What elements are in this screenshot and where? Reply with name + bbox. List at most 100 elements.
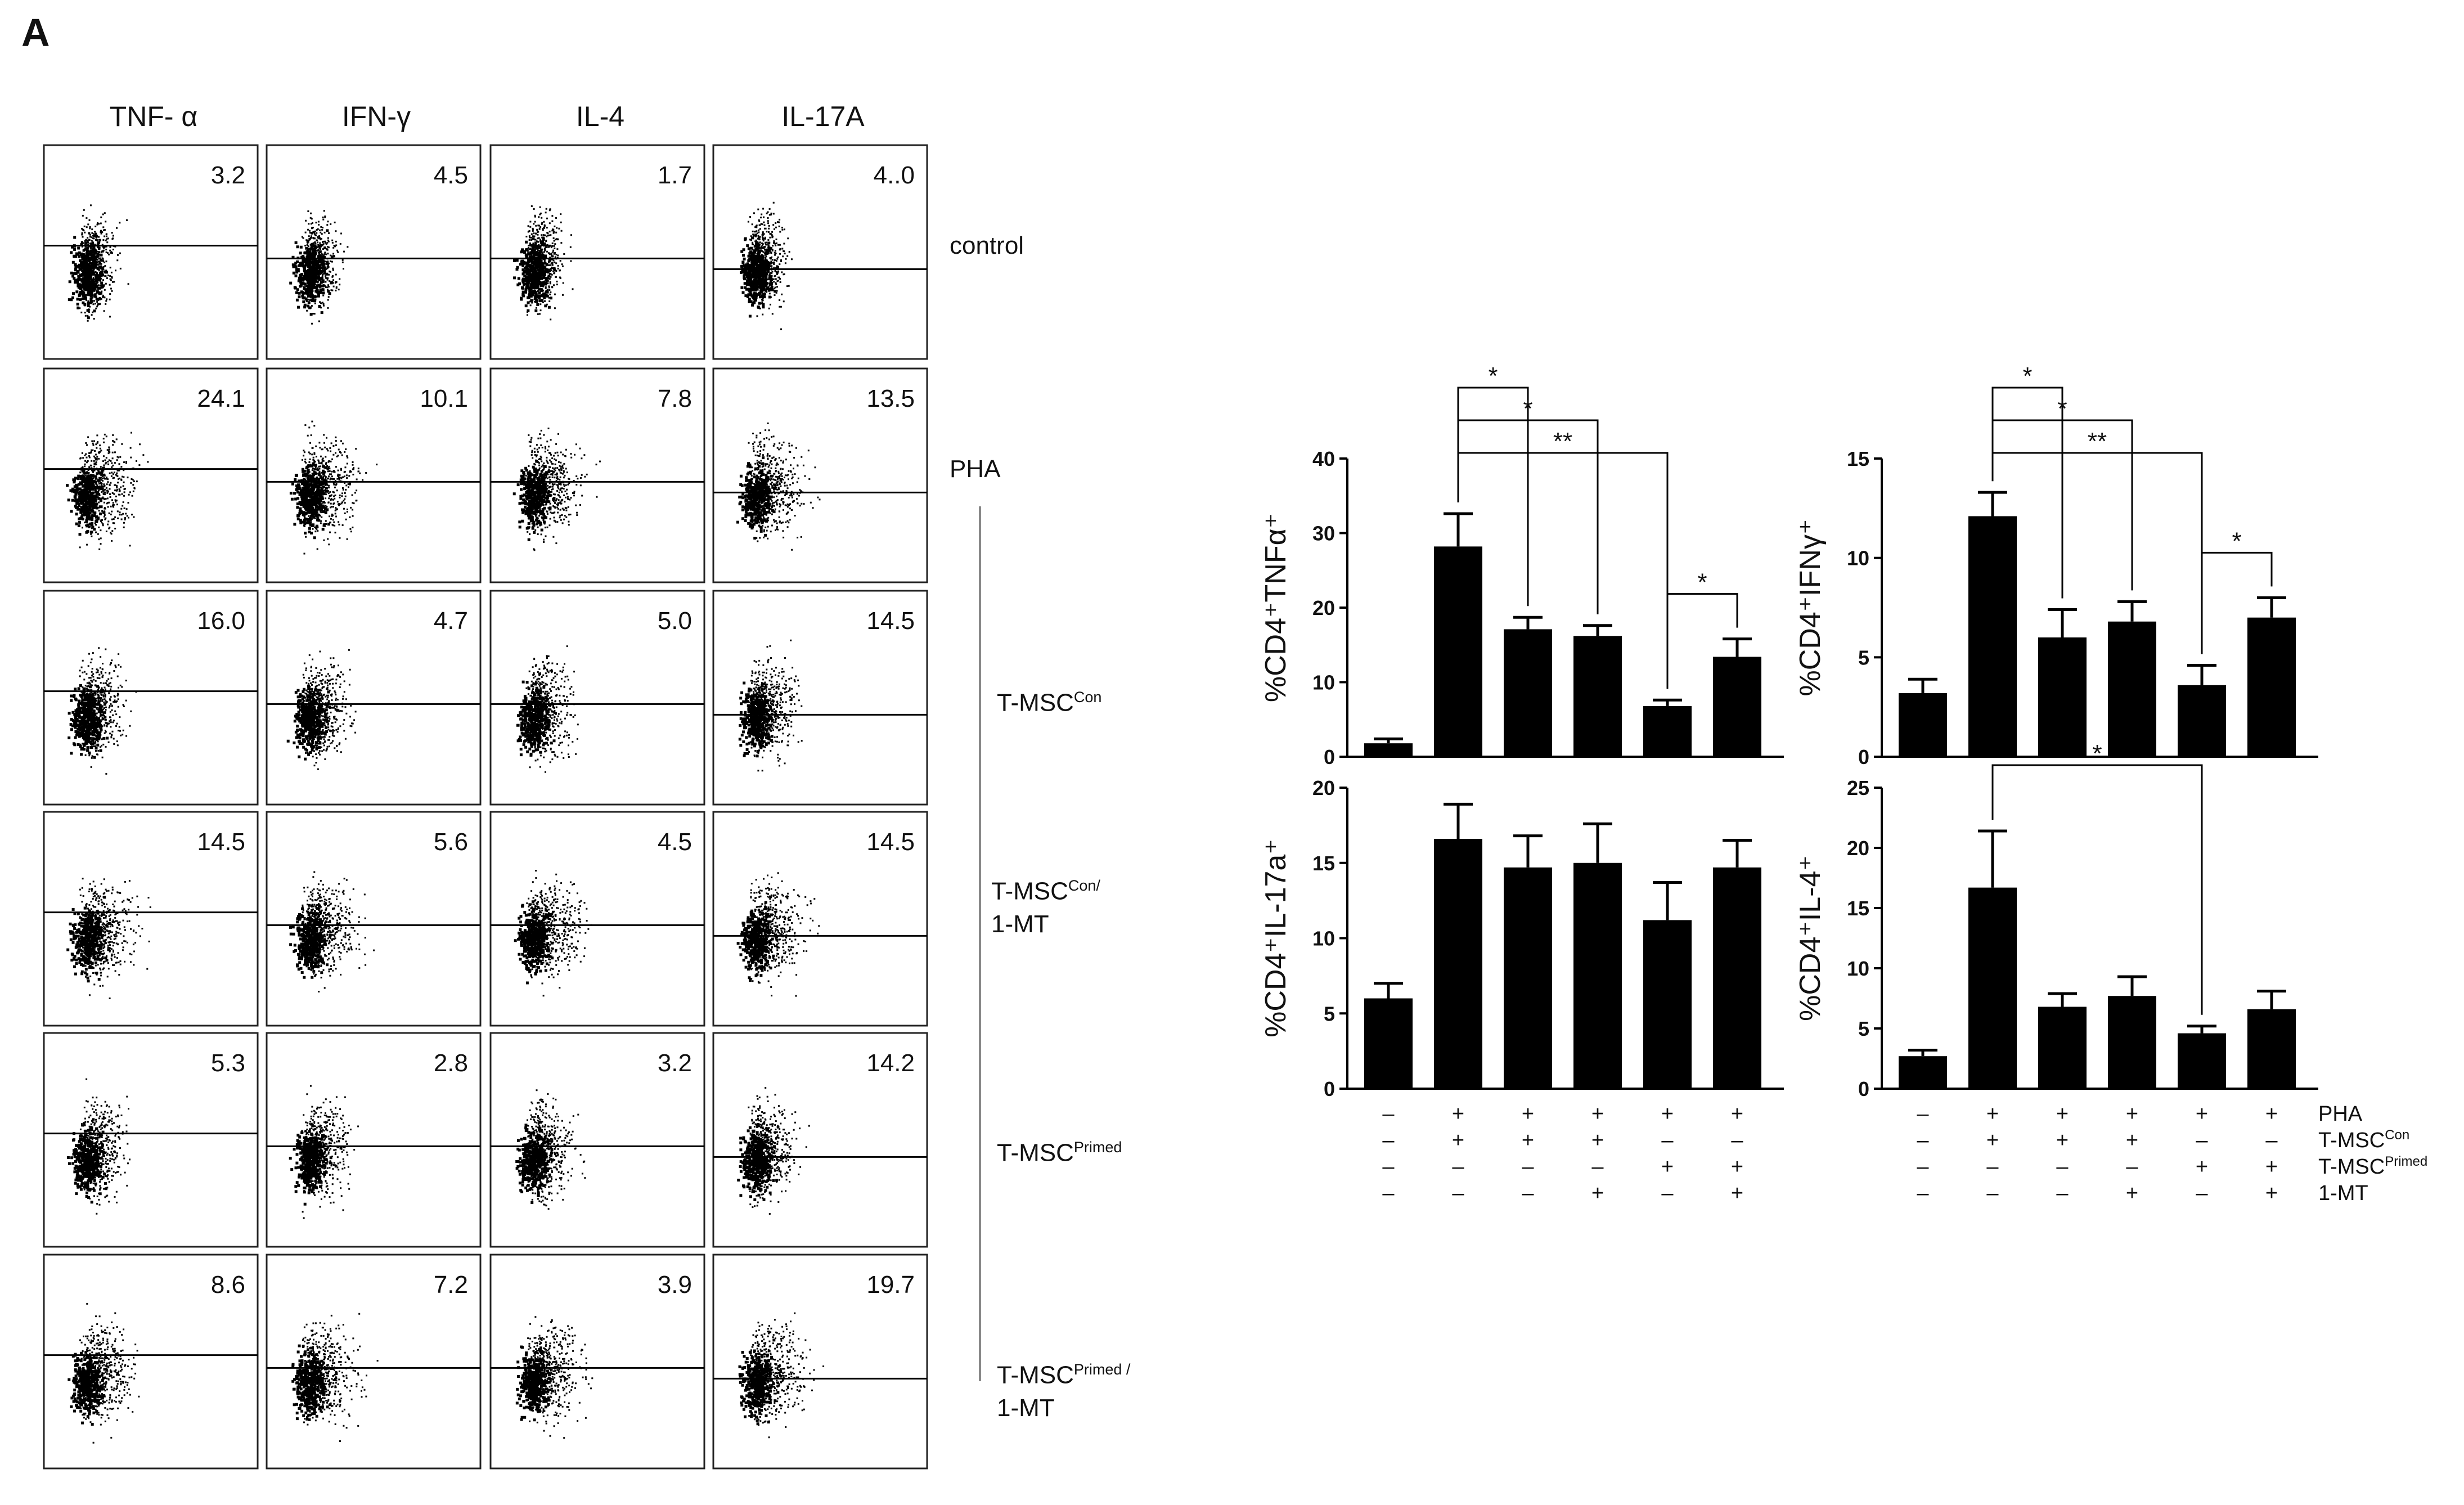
bar <box>2108 996 2156 1089</box>
flow-plot: 7.8 <box>489 367 705 583</box>
flow-value: 3.2 <box>211 161 245 189</box>
y-tick-label: 15 <box>1847 447 1869 470</box>
bar <box>2178 1033 2226 1089</box>
treatment-cell: + <box>1452 1129 1464 1152</box>
treatment-cell: – <box>1661 1129 1674 1152</box>
condition-label-primed-slash-sup: Primed / <box>1073 1361 1131 1378</box>
treatment-table: – + + + + + PHA– + + + – – T-MSCCon– – – – + + T-MSCPrimed… <box>1917 1102 2427 1205</box>
flow-value: 3.9 <box>658 1271 692 1299</box>
condition-label-tmsc-text: T-MSC <box>997 1361 1074 1389</box>
bar <box>2247 617 2296 757</box>
flow-value: 2.8 <box>434 1049 468 1077</box>
flow-plot: 14.5 <box>712 590 928 806</box>
treatment-cell: + <box>2056 1102 2069 1126</box>
y-tick-label: 20 <box>1312 776 1335 799</box>
y-tick-label: 40 <box>1312 447 1335 470</box>
treatment-row-label: T-MSCCon <box>2318 1127 2409 1152</box>
flow-value: 4.7 <box>434 607 468 635</box>
y-tick-label: 0 <box>1324 745 1335 769</box>
y-axis-label: %CD4⁺IL-4⁺ <box>1794 855 1827 1021</box>
treatment-cell: – <box>1917 1102 1929 1126</box>
treatment-cell: + <box>1452 1102 1464 1126</box>
treatment-cell: – <box>1382 1102 1395 1126</box>
y-tick-label: 20 <box>1847 837 1869 860</box>
condition-label-tmsc-primed: T-MSCPrimed <box>997 1131 1122 1170</box>
y-tick-label: 10 <box>1312 927 1335 950</box>
flow-column-title: IL-4 <box>575 101 625 132</box>
flow-value: 5.0 <box>658 607 692 635</box>
condition-label-con-slash-sup: Con/ <box>1068 877 1100 894</box>
condition-label-tmsc-text: T-MSC <box>997 1139 1074 1167</box>
flow-value: 19.7 <box>866 1271 915 1299</box>
treatment-cell: + <box>2196 1102 2208 1126</box>
flow-plot: 10.1 <box>266 367 482 583</box>
treatment-cell: + <box>2265 1102 2278 1126</box>
condition-label-tmsc-con-1mt: T-MSCCon/ 1-MT <box>991 869 1100 941</box>
significance-star: * <box>2092 740 2102 767</box>
significance-star: ** <box>1553 428 1572 455</box>
flow-value: 4.5 <box>658 828 692 856</box>
treatment-cell: – <box>1452 1155 1464 1179</box>
treatment-cell: – <box>1382 1155 1395 1179</box>
treatment-cell: + <box>1661 1102 1674 1126</box>
y-axis-label: %CD4⁺TNFα⁺ <box>1260 513 1292 702</box>
bar <box>1573 636 1622 757</box>
treatment-cell: – <box>1522 1181 1534 1205</box>
panel-letter: A <box>21 11 50 55</box>
y-tick-label: 0 <box>1324 1077 1335 1100</box>
y-tick-label: 10 <box>1847 957 1869 980</box>
bar <box>2178 685 2226 757</box>
bar <box>2108 621 2156 757</box>
condition-label-control: control <box>950 232 1024 259</box>
y-tick-label: 30 <box>1312 522 1335 545</box>
flow-value: 5.3 <box>211 1049 245 1077</box>
condition-label-tmsc-con: T-MSCCon <box>997 681 1101 720</box>
treatment-row-label: 1-MT <box>2318 1181 2368 1205</box>
y-tick-label: 15 <box>1847 897 1869 920</box>
flow-plot: 5.6 <box>266 811 482 1027</box>
flow-value: 16.0 <box>197 607 245 635</box>
treatment-cell: – <box>1522 1155 1534 1179</box>
significance-star: ** <box>2088 428 2107 455</box>
bar <box>1713 867 1761 1089</box>
treatment-cell: + <box>1731 1102 1743 1126</box>
flow-plot: 4.7 <box>266 590 482 806</box>
condition-label-pha: PHA <box>950 455 1001 483</box>
flow-value: 14.5 <box>197 828 245 856</box>
treatment-cell: – <box>2196 1181 2208 1205</box>
y-axis-label: %CD4⁺IL-17a⁺ <box>1260 839 1292 1037</box>
flow-column-title: IL-17A <box>781 101 865 132</box>
flow-plot: 8.6 <box>43 1254 259 1470</box>
treatment-cell: + <box>1591 1102 1604 1126</box>
significance-star: * <box>1523 395 1532 423</box>
flow-value: 10.1 <box>420 385 468 412</box>
treatment-cell: + <box>2056 1129 2069 1152</box>
treatment-table: – + + + + +– + + + – –– – – – + +– – – + – + <box>1382 1102 1743 1205</box>
flow-plot: 4.5 <box>489 811 705 1027</box>
treatment-cell: + <box>1731 1155 1743 1179</box>
treatment-cell: + <box>1661 1155 1674 1179</box>
treatment-cell: – <box>1382 1129 1395 1152</box>
bar <box>1968 516 2017 757</box>
y-tick-label: 10 <box>1312 671 1335 694</box>
bar <box>1968 887 2017 1089</box>
treatment-cell: + <box>1522 1102 1534 1126</box>
y-tick-label: 5 <box>1858 646 1869 669</box>
significance-bracket <box>1991 452 2203 654</box>
bar <box>1434 546 1482 757</box>
bar-chart: 0 5 10 15 20 %CD4⁺IL-17a⁺ <box>1260 776 1784 1100</box>
bar <box>1434 838 1482 1089</box>
treatment-cell: – <box>2056 1155 2069 1179</box>
bar <box>1899 693 1947 757</box>
bar-chart: 0 5 10 15 20 25 %CD4⁺IL-4⁺ * <box>1794 740 2318 1100</box>
flow-plot: 3.2 <box>43 144 259 360</box>
treatment-cell: + <box>1731 1181 1743 1205</box>
flow-value: 4..0 <box>874 161 915 189</box>
treatment-cell: – <box>2056 1181 2069 1205</box>
treatment-cell: + <box>1986 1129 1999 1152</box>
treatment-cell: – <box>1661 1181 1674 1205</box>
flow-plot: 5.3 <box>43 1032 259 1248</box>
treatment-cell: – <box>1591 1155 1604 1179</box>
significance-star: * <box>1697 569 1707 596</box>
